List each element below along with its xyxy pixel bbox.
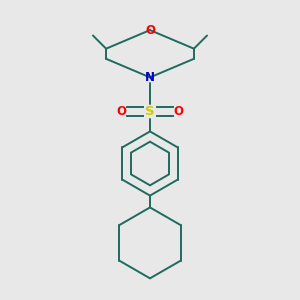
Text: N: N [145, 71, 155, 84]
Text: O: O [145, 24, 155, 37]
Text: S: S [145, 105, 155, 118]
Text: O: O [174, 105, 184, 118]
Text: O: O [116, 105, 126, 118]
